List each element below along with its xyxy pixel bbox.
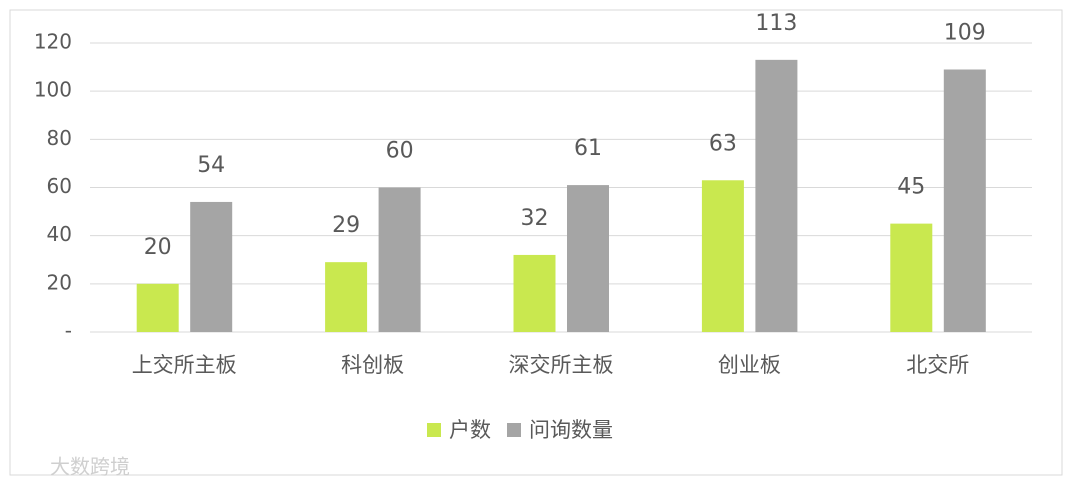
watermark: 大数跨境 (50, 455, 130, 479)
value-label: 29 (332, 213, 360, 238)
legend-swatch (427, 423, 441, 437)
y-tick-label: 80 (47, 126, 72, 150)
bar (701, 180, 744, 332)
y-tick-label: 20 (47, 270, 72, 294)
bar (943, 69, 986, 332)
value-label: 54 (197, 153, 225, 178)
bar (190, 201, 233, 332)
y-tick-label: 60 (47, 174, 72, 198)
bar (136, 283, 179, 332)
x-tick-label: 上交所主板 (132, 353, 237, 377)
value-label: 60 (386, 139, 414, 164)
bar (378, 187, 421, 332)
bar (513, 254, 556, 332)
bar (755, 59, 798, 332)
y-tick-label: 40 (47, 222, 72, 246)
value-label: 20 (144, 235, 172, 260)
y-tick-label: 120 (34, 30, 72, 54)
x-tick-label: 创业板 (718, 353, 781, 377)
y-tick-label: - (65, 319, 72, 343)
bar (325, 262, 368, 332)
value-label: 109 (944, 20, 986, 45)
x-tick-label: 深交所主板 (509, 353, 614, 377)
value-label: 63 (709, 131, 737, 156)
chart-border (9, 9, 1063, 476)
x-tick-label: 科创板 (341, 353, 404, 377)
bar (567, 185, 609, 332)
value-label: 61 (574, 136, 602, 161)
bar (890, 223, 933, 332)
legend-label: 问询数量 (529, 418, 613, 442)
value-label: 32 (521, 206, 549, 231)
value-label: 113 (755, 11, 797, 36)
x-tick-label: 北交所 (906, 353, 969, 377)
legend-swatch (507, 423, 521, 437)
legend-label: 户数 (449, 418, 491, 442)
y-tick-label: 100 (34, 78, 72, 102)
value-label: 45 (897, 175, 925, 200)
